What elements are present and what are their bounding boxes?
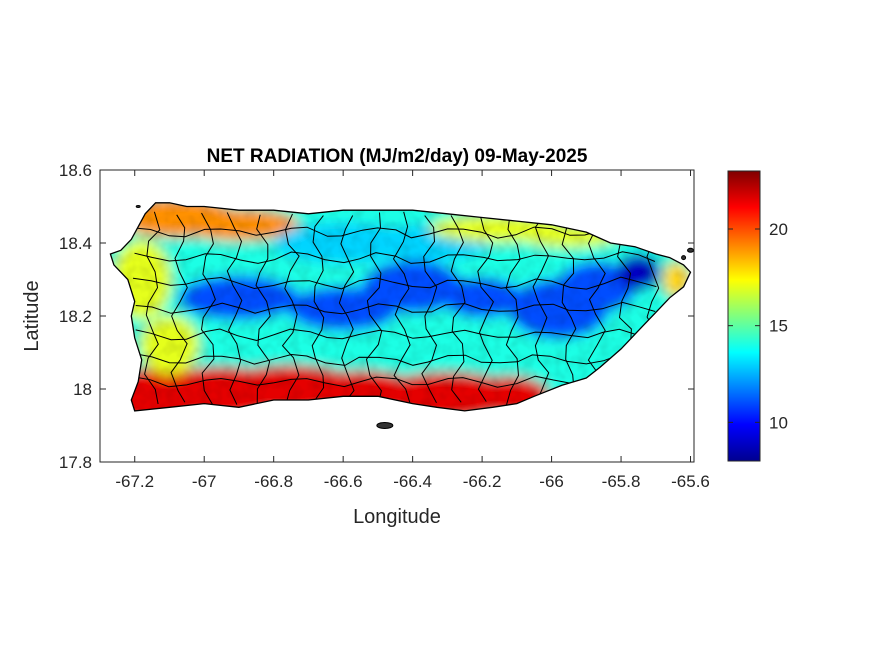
net-radiation-field [110,202,691,411]
x-tick-label: -66.8 [254,472,293,491]
colorbar-tick-label: 15 [769,317,788,336]
x-axis-label: Longitude [353,506,441,528]
x-tick-label: -65.6 [671,472,710,491]
islet [376,422,394,429]
x-axis-ticks: -67.2 -67 -66.8 -66.6 -66.4 -66.2 -66 -65.8 -65.… [115,170,710,491]
x-tick-label: -67.2 [115,472,154,491]
x-tick-label: -65.8 [602,472,641,491]
x-tick-label: -66.6 [324,472,363,491]
x-tick-label: -66.2 [463,472,502,491]
y-tick-label: 18 [73,380,92,399]
plot-area: -67.2 -67 -66.8 -66.6 -66.4 -66.2 -66 -65.8 -65.… [59,161,710,491]
islet [681,255,687,261]
islets [135,205,695,429]
y-tick-label: 18.6 [59,161,92,180]
y-tick-label: 17.8 [59,453,92,472]
colorbar: 10 15 20 [727,170,788,462]
chart-title: NET RADIATION (MJ/m2/day) 09-May-2025 [207,146,588,167]
colorbar-tick-label: 20 [769,220,788,239]
y-tick-label: 18.2 [59,307,92,326]
y-axis-label: Latitude [21,280,43,351]
y-tick-label: 18.4 [59,234,92,253]
x-tick-label: -66 [539,472,564,491]
islet [687,247,695,253]
x-tick-label: -66.4 [393,472,432,491]
colorbar-tick-label: 10 [769,413,788,432]
colorbar-gradient [727,170,761,462]
y-axis-ticks: 17.8 18 18.2 18.4 18.6 [59,161,694,472]
islet [135,205,141,208]
x-tick-label: -67 [192,472,217,491]
